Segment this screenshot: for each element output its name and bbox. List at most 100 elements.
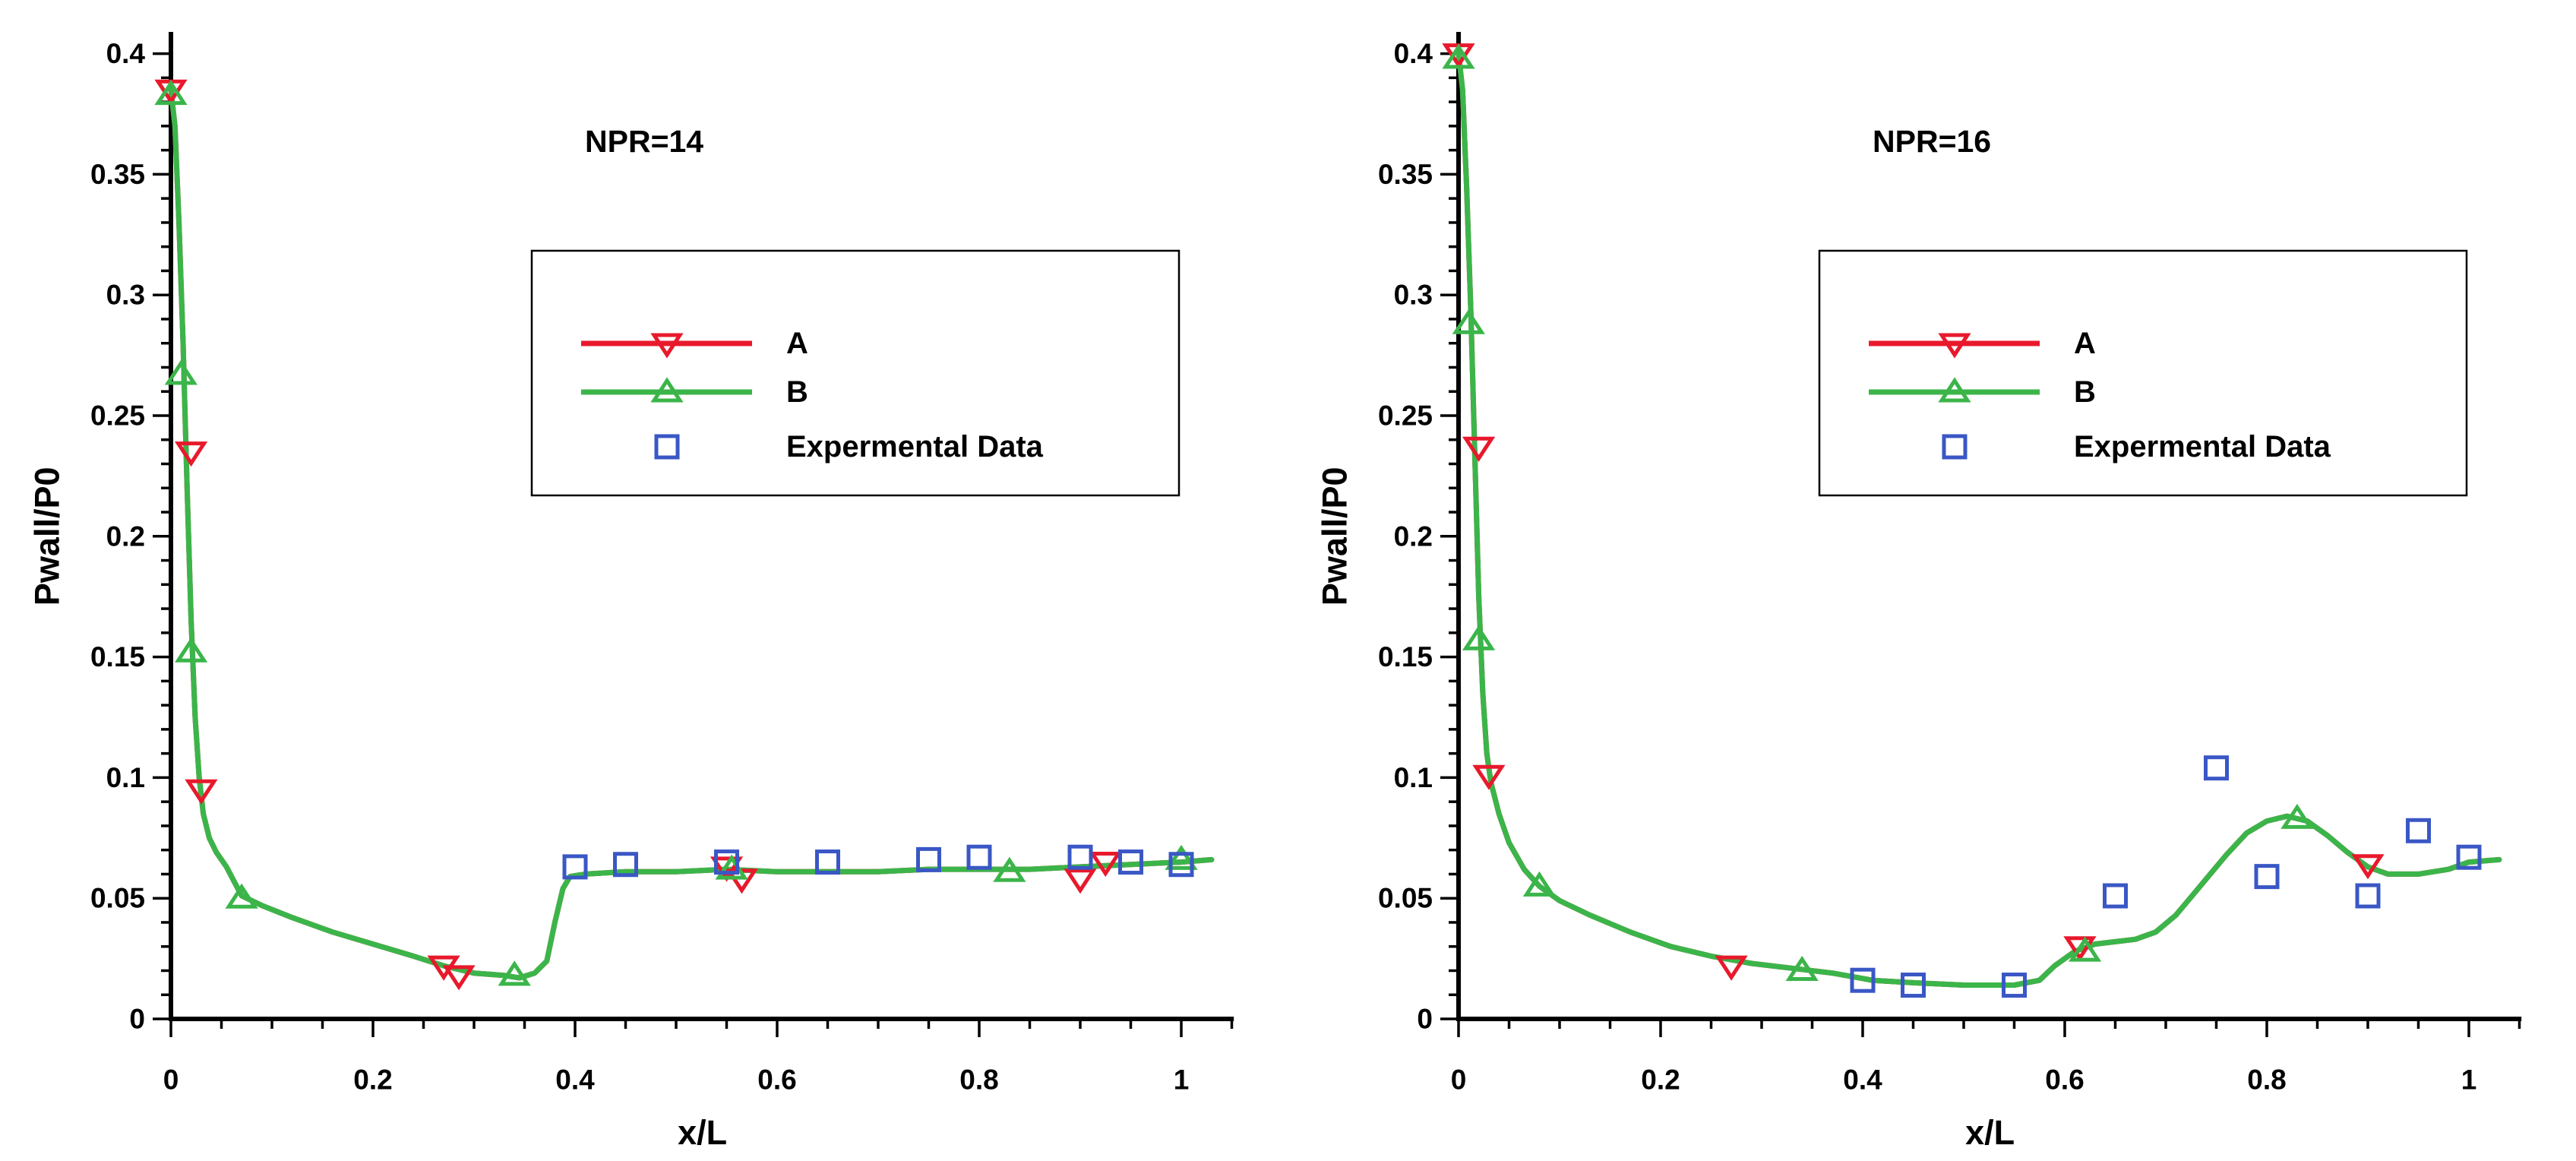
marker-B — [1462, 625, 1496, 650]
marker-B — [2068, 936, 2102, 962]
marker-Expermental Data — [714, 849, 739, 875]
marker-B — [174, 637, 208, 663]
marker-A — [185, 779, 218, 805]
legend-marker-B — [1938, 377, 1971, 403]
legend-marker-B — [650, 377, 684, 403]
y-tick-label: 0.25 — [90, 400, 145, 432]
legend-marker-Expermental Data — [1942, 434, 1968, 460]
y-tick-label: 0.3 — [1394, 280, 1433, 311]
marker-A — [1089, 852, 1122, 878]
marker-Expermental Data — [2355, 883, 2381, 909]
x-tick-label: 0.8 — [959, 1064, 998, 1095]
legend-box — [530, 249, 1181, 497]
chart-npr16: 0 0.2 0.4 0.6 0.8 1 0 0.05 0.1 0.15 0.2 0.25 0.3 0.35… — [1288, 0, 2575, 1157]
marker-Expermental Data — [1901, 973, 1926, 998]
marker-B — [1522, 871, 1557, 897]
curve-B — [1456, 51, 2502, 988]
y-axis-label: Pwall/P0 — [28, 467, 67, 606]
y-tick-label: 0.2 — [1394, 520, 1433, 552]
legend-label: A — [786, 327, 808, 360]
marker-A — [174, 441, 208, 467]
marker-B — [225, 883, 258, 909]
marker-B — [1452, 308, 1485, 334]
x-tick-label: 1 — [1174, 1064, 1190, 1095]
y-tick-label: 0.35 — [1378, 159, 1433, 190]
legend-label: Expermental Data — [2074, 430, 2331, 463]
y-tick-label: 0.1 — [106, 762, 145, 793]
marker-B — [1442, 43, 1475, 69]
legend-label: B — [2074, 375, 2096, 409]
marker-A — [2063, 936, 2097, 962]
marker-B — [1165, 844, 1198, 870]
y-tick-label: 0.1 — [1394, 762, 1433, 793]
y-tick-label: 0.05 — [1378, 883, 1433, 914]
marker-B — [1785, 955, 1819, 981]
y-axis-label: Pwall/P0 — [1316, 467, 1354, 606]
chart-title: NPR=16 — [1873, 124, 1991, 159]
marker-Expermental Data — [2204, 755, 2229, 781]
y-tick-label: 0 — [129, 1004, 145, 1035]
x-tick-label: 0.6 — [757, 1064, 796, 1095]
curve-B — [168, 87, 1215, 981]
marker-B — [498, 960, 531, 986]
chart-title: NPR=14 — [585, 124, 703, 159]
x-tick-label: 0.4 — [555, 1064, 595, 1095]
marker-B — [154, 80, 188, 106]
y-tick-label: 0.15 — [1378, 641, 1433, 672]
marker-Expermental Data — [1118, 849, 1143, 875]
x-axis-label: x/L — [678, 1113, 727, 1152]
chart-npr16-canvas: 0 0.2 0.4 0.6 0.8 1 0 0.05 0.1 0.15 0.2 0.25 0.3 0.35… — [1316, 32, 2522, 1152]
x-tick-label: 0 — [1451, 1064, 1467, 1095]
marker-Expermental Data — [2406, 818, 2431, 843]
x-tick-label: 0.2 — [1641, 1064, 1680, 1095]
marker-Expermental Data — [613, 852, 638, 878]
curve-A — [168, 87, 1215, 981]
legend-box — [1818, 249, 2468, 497]
legend-marker-A — [650, 333, 684, 359]
y-tick-label: 0.2 — [106, 520, 145, 552]
y-tick-label: 0 — [1417, 1004, 1433, 1035]
y-tick-label: 0.25 — [1378, 400, 1433, 432]
y-tick-label: 0.35 — [90, 159, 145, 190]
marker-B — [2280, 803, 2314, 829]
legend-marker-Expermental Data — [654, 434, 680, 460]
marker-Expermental Data — [2002, 973, 2027, 998]
marker-B — [164, 359, 198, 385]
y-tick-label: 0.4 — [1394, 38, 1433, 69]
marker-Expermental Data — [1850, 967, 1876, 993]
legend-label: Expermental Data — [786, 430, 1044, 463]
y-tick-label: 0.15 — [90, 641, 145, 672]
marker-A — [710, 856, 744, 882]
legend-label: A — [2074, 327, 2096, 360]
chart-npr14: 0 0.2 0.4 0.6 0.8 1 0 0.05 0.1 0.15 0.2 0.25 0.3 0.35… — [0, 0, 1288, 1157]
y-tick-label: 0.3 — [106, 280, 145, 311]
marker-Expermental Data — [916, 846, 941, 872]
marker-Expermental Data — [562, 854, 588, 880]
marker-Expermental Data — [815, 849, 840, 875]
y-tick-label: 0.05 — [90, 883, 145, 914]
x-tick-label: 1 — [2461, 1064, 2477, 1095]
y-tick-label: 0.4 — [106, 38, 146, 69]
marker-Expermental Data — [966, 844, 992, 870]
legend-marker-A — [1938, 333, 1971, 359]
x-tick-label: 0.8 — [2247, 1064, 2286, 1095]
marker-A — [1064, 868, 1097, 894]
marker-Expermental Data — [2103, 883, 2128, 909]
marker-A — [2351, 854, 2385, 880]
marker-Expermental Data — [1168, 852, 1194, 878]
x-tick-label: 0.4 — [1843, 1064, 1882, 1095]
legend-label: B — [786, 375, 808, 409]
marker-Expermental Data — [1067, 844, 1093, 870]
x-tick-label: 0.2 — [353, 1064, 392, 1095]
marker-A — [442, 965, 476, 991]
x-tick-label: 0.6 — [2045, 1064, 2084, 1095]
chart-npr14-canvas: 0 0.2 0.4 0.6 0.8 1 0 0.05 0.1 0.15 0.2 0.25 0.3 0.35… — [28, 32, 1234, 1152]
x-tick-label: 0 — [163, 1064, 179, 1095]
marker-A — [1462, 436, 1496, 462]
marker-A — [1715, 955, 1748, 981]
marker-Expermental Data — [2254, 864, 2280, 890]
marker-A — [1472, 764, 1506, 790]
x-axis-label: x/L — [1965, 1113, 2015, 1152]
marker-B — [993, 856, 1026, 882]
marker-Expermental Data — [2456, 844, 2482, 870]
